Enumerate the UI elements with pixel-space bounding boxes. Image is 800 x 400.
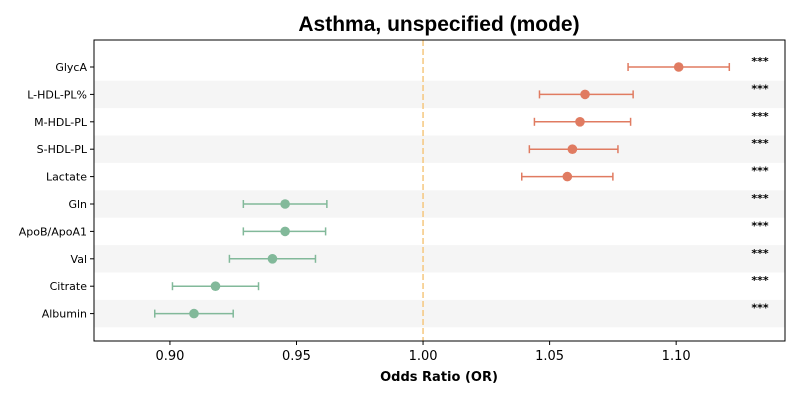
or-point (280, 226, 290, 237)
forest-row: *** (242, 219, 769, 237)
plot-frame (93, 39, 786, 342)
y-tick-label: ApoB/ApoA1 (19, 225, 87, 238)
row-stripe (94, 190, 785, 218)
y-axis: GlycA L-HDL-PL% M-HDL-PL S-HDL-PL Lactate Gln… (19, 61, 94, 321)
significance-label: *** (751, 274, 769, 287)
or-point (562, 171, 573, 182)
significance-label: *** (751, 82, 769, 95)
forest-row: *** (153, 302, 769, 319)
or-point (575, 117, 585, 127)
significance-label: *** (751, 55, 769, 68)
plot-marks: *** *** *** *** *** *** *** *** *** *** (153, 55, 769, 319)
y-tick-label: S-HDL-PL (37, 143, 88, 156)
forest-row: *** (627, 55, 769, 72)
significance-label: *** (751, 165, 769, 178)
or-point (567, 144, 578, 154)
or-point (673, 62, 684, 72)
y-tick-label: Albumin (42, 308, 87, 321)
forest-row: *** (242, 192, 769, 209)
forest-row: *** (521, 165, 769, 182)
x-axis: 0.90 0.95 1.00 1.05 1.10 (155, 341, 691, 364)
x-tick-label: 1.05 (535, 349, 564, 364)
or-point (280, 199, 290, 209)
significance-label: *** (751, 110, 769, 123)
y-tick-label: M-HDL-PL (34, 116, 88, 129)
row-stripe (94, 135, 785, 163)
x-axis-label: Odds Ratio (OR) (380, 370, 498, 385)
x-tick-label: 0.90 (155, 349, 184, 364)
x-tick-label: 0.95 (282, 349, 311, 364)
chart-title: Asthma, unspecified (mode) (298, 13, 579, 36)
significance-label: *** (751, 219, 769, 232)
forest-row: *** (538, 82, 769, 100)
significance-label: *** (751, 137, 769, 150)
or-point (267, 253, 278, 264)
significance-label: *** (751, 247, 769, 260)
forest-row: *** (533, 110, 769, 127)
forest-row: *** (528, 137, 769, 154)
y-tick-label: Gln (68, 198, 87, 211)
row-stripe (94, 245, 785, 273)
row-stripe (94, 80, 785, 109)
or-point (210, 281, 221, 292)
x-tick-label: 1.10 (662, 349, 691, 364)
y-tick-label: Citrate (50, 280, 88, 293)
y-tick-label: Lactate (46, 171, 87, 184)
x-tick-label: 1.00 (409, 349, 438, 364)
y-tick-label: GlycA (55, 61, 87, 74)
row-stripes (94, 80, 785, 328)
forest-row: *** (171, 274, 769, 292)
or-point (580, 89, 590, 100)
y-tick-label: L-HDL-PL% (27, 88, 87, 101)
y-tick-label: Val (71, 253, 87, 266)
forest-row: *** (228, 247, 769, 264)
significance-label: *** (751, 302, 769, 315)
significance-label: *** (751, 192, 769, 205)
or-point (189, 308, 199, 319)
